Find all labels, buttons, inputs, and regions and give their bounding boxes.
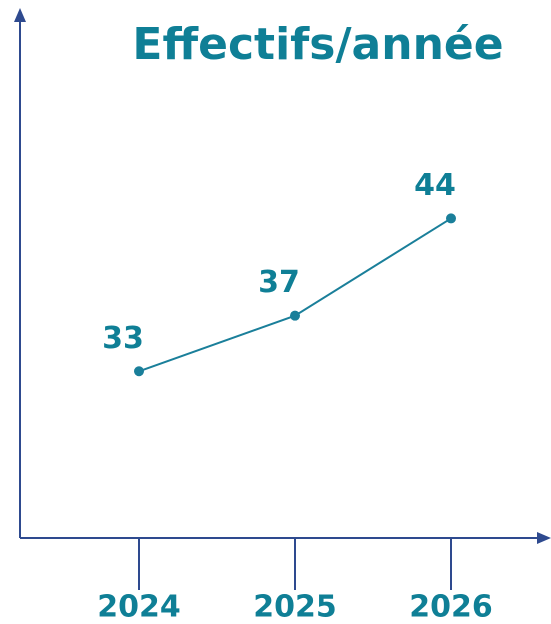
value-label: 33: [102, 321, 144, 356]
x-axis-arrow: [537, 532, 551, 544]
value-label: 44: [414, 168, 456, 203]
x-tick-label: 2024: [97, 590, 181, 624]
x-tick-label: 2025: [253, 590, 337, 624]
y-axis-arrow: [14, 8, 26, 22]
data-point: [290, 310, 300, 321]
value-label: 37: [258, 265, 300, 300]
x-tick-label: 2026: [409, 590, 493, 624]
data-point: [446, 213, 456, 224]
data-point: [134, 366, 144, 377]
chart-title: Effectifs/année: [132, 19, 503, 70]
